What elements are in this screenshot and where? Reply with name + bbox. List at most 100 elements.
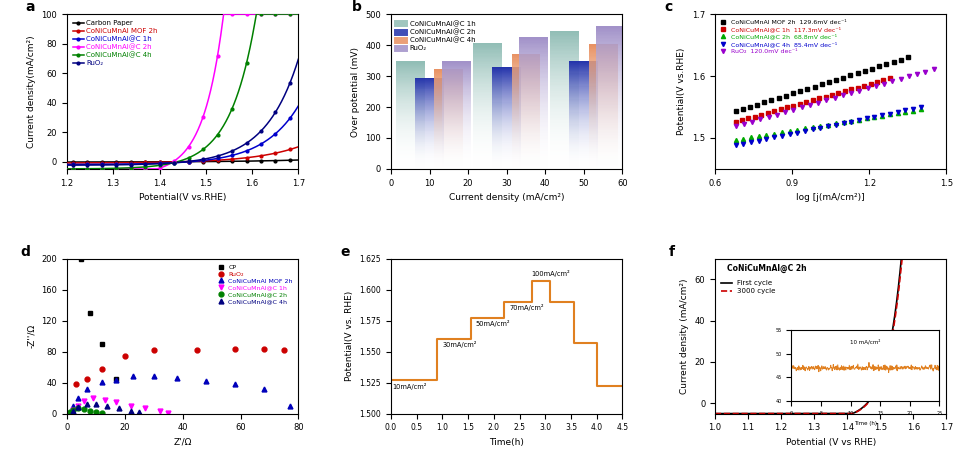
- Bar: [415, 114, 444, 115]
- Bar: [396, 136, 424, 137]
- Bar: [396, 102, 424, 103]
- Bar: [589, 49, 618, 51]
- Bar: [597, 118, 625, 119]
- Bar: [434, 94, 464, 95]
- Bar: [396, 111, 424, 112]
- Bar: [589, 137, 618, 138]
- Bar: [396, 157, 424, 158]
- Bar: [434, 155, 464, 156]
- Bar: [589, 153, 618, 154]
- Bar: [415, 158, 444, 159]
- Bar: [511, 78, 540, 79]
- Bar: [570, 158, 598, 159]
- Bar: [511, 121, 540, 122]
- Bar: [434, 120, 464, 121]
- Bar: [511, 155, 540, 156]
- Bar: [434, 82, 464, 83]
- Bar: [434, 81, 464, 82]
- Bar: [550, 102, 579, 104]
- Bar: [511, 104, 540, 106]
- Bar: [597, 94, 625, 95]
- Bar: [589, 64, 618, 66]
- Bar: [415, 79, 444, 80]
- Bar: [550, 94, 579, 95]
- Bar: [519, 89, 548, 90]
- Bar: [442, 114, 471, 115]
- Bar: [589, 147, 618, 148]
- Bar: [396, 130, 424, 131]
- Bar: [519, 144, 548, 145]
- Bar: [473, 165, 502, 166]
- Bar: [597, 116, 625, 118]
- Bar: [442, 168, 471, 169]
- Bar: [396, 122, 424, 123]
- Bar: [589, 141, 618, 143]
- Bar: [473, 98, 502, 100]
- Bar: [511, 134, 540, 135]
- Bar: [396, 91, 424, 92]
- Bar: [519, 102, 548, 103]
- Bar: [473, 47, 502, 48]
- Y-axis label: Potential(V vs. RHE): Potential(V vs. RHE): [345, 291, 354, 381]
- X-axis label: Z'/Ω: Z'/Ω: [173, 438, 192, 447]
- Bar: [473, 101, 502, 102]
- Bar: [415, 165, 444, 166]
- Bar: [589, 94, 618, 95]
- Bar: [442, 103, 471, 104]
- Bar: [492, 68, 521, 69]
- Bar: [550, 46, 579, 47]
- Bar: [492, 113, 521, 114]
- Bar: [434, 116, 464, 117]
- Bar: [434, 75, 464, 76]
- Text: c: c: [664, 0, 672, 14]
- Bar: [415, 138, 444, 139]
- Bar: [442, 142, 471, 143]
- Bar: [415, 113, 444, 114]
- Bar: [442, 128, 471, 129]
- 3000 cycle: [885, 342, 897, 347]
- Bar: [589, 149, 618, 150]
- Bar: [570, 136, 598, 138]
- Bar: [492, 153, 521, 154]
- Bar: [511, 63, 540, 64]
- Bar: [519, 140, 548, 141]
- Bar: [511, 168, 540, 169]
- X-axis label: Current density (mA/cm²): Current density (mA/cm²): [449, 193, 564, 202]
- Bar: [589, 97, 618, 98]
- Bar: [473, 166, 502, 168]
- Bar: [442, 126, 471, 127]
- Bar: [434, 100, 464, 101]
- Bar: [434, 121, 464, 122]
- Text: 30mA/cm²: 30mA/cm²: [443, 341, 477, 348]
- 3000 cycle: [897, 256, 908, 262]
- Bar: [442, 155, 471, 156]
- Bar: [597, 166, 625, 167]
- Bar: [511, 152, 540, 153]
- Bar: [442, 138, 471, 139]
- Bar: [519, 95, 548, 96]
- Bar: [396, 73, 424, 74]
- Bar: [550, 126, 579, 127]
- Bar: [570, 119, 598, 120]
- Bar: [442, 136, 471, 137]
- Bar: [473, 52, 502, 53]
- Bar: [434, 87, 464, 88]
- Bar: [492, 86, 521, 87]
- Bar: [442, 144, 471, 145]
- Bar: [570, 81, 598, 82]
- Bar: [519, 70, 548, 71]
- Bar: [492, 94, 521, 95]
- Bar: [570, 114, 598, 115]
- Bar: [589, 68, 618, 70]
- Bar: [473, 137, 502, 139]
- Bar: [511, 58, 540, 60]
- Bar: [442, 81, 471, 82]
- Bar: [492, 147, 521, 148]
- Bar: [597, 72, 625, 73]
- Bar: [589, 148, 618, 149]
- Bar: [550, 110, 579, 111]
- Bar: [442, 86, 471, 87]
- Bar: [570, 87, 598, 89]
- Bar: [519, 55, 548, 56]
- Bar: [570, 157, 598, 158]
